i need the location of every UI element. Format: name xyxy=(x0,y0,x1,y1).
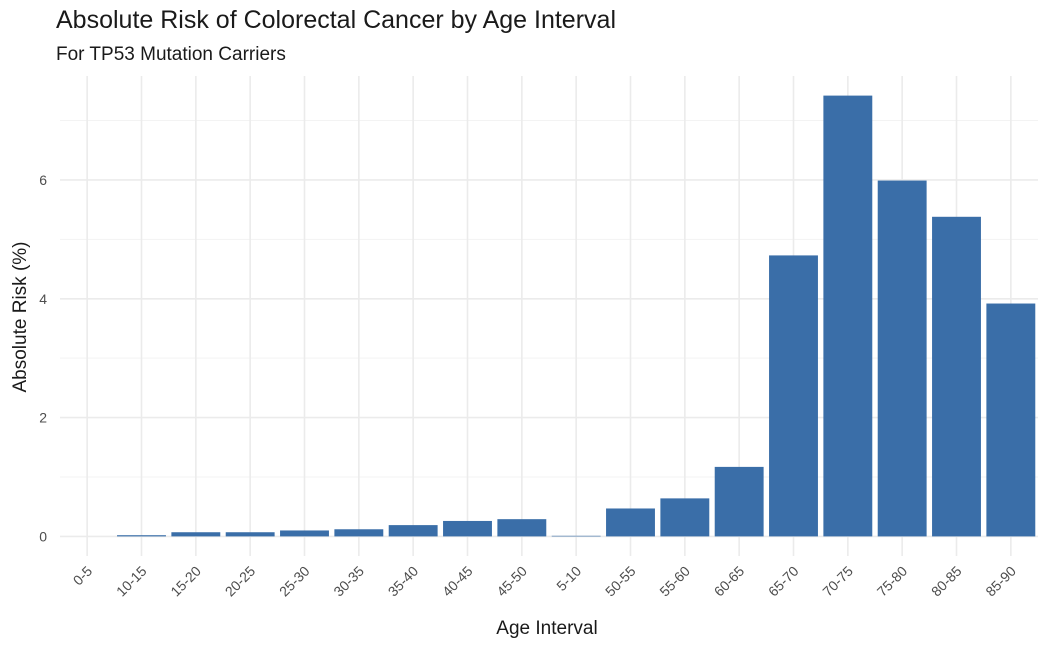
x-tick-label: 50-55 xyxy=(602,563,639,600)
x-tick-label: 35-40 xyxy=(385,563,422,600)
y-tick-label: 6 xyxy=(39,172,47,188)
bar-30-35 xyxy=(334,529,384,537)
minor-gridlines xyxy=(60,120,1038,478)
y-tick-labels: 0 2 4 6 xyxy=(39,172,47,544)
major-gridlines xyxy=(60,76,1038,556)
x-tick-label: 55-60 xyxy=(656,563,693,600)
x-tick-labels: 0-5 10-15 15-20 20-25 25-30 30-35 35-40 40-45 45… xyxy=(70,563,1019,600)
x-tick-label: 5-10 xyxy=(553,563,584,594)
bars xyxy=(117,95,1036,537)
bar-20-25 xyxy=(225,532,275,537)
bar-15-20 xyxy=(171,532,221,537)
bar-35-40 xyxy=(388,525,438,537)
x-tick-label: 30-35 xyxy=(330,563,367,600)
bar-85-90 xyxy=(986,303,1036,537)
x-tick-label: 65-70 xyxy=(765,563,802,600)
x-tick-label: 70-75 xyxy=(819,563,856,600)
x-tick-label: 80-85 xyxy=(928,563,965,600)
bar-40-45 xyxy=(443,520,492,537)
x-tick-label: 45-50 xyxy=(493,563,530,600)
x-tick-label: 60-65 xyxy=(711,563,748,600)
x-tick-label: 75-80 xyxy=(874,563,911,600)
x-tick-label: 10-15 xyxy=(113,563,150,600)
x-tick-label: 40-45 xyxy=(439,563,476,600)
chart-subtitle: For TP53 Mutation Carriers xyxy=(56,44,286,65)
bar-65-70 xyxy=(769,255,818,537)
x-tick-label: 85-90 xyxy=(982,563,1019,600)
x-axis-title: Age Interval xyxy=(496,618,597,639)
bar-50-55 xyxy=(606,508,655,537)
chart-title: Absolute Risk of Colorectal Cancer by Ag… xyxy=(56,6,616,34)
y-tick-label: 4 xyxy=(39,291,47,307)
bar-75-80 xyxy=(877,180,927,537)
bar-80-85 xyxy=(932,216,981,537)
bar-70-75 xyxy=(823,95,873,537)
bar-25-30 xyxy=(280,530,329,537)
y-tick-label: 0 xyxy=(39,528,47,544)
bar-10-15 xyxy=(117,535,166,537)
bar-55-60 xyxy=(660,498,710,537)
bar-5-10 xyxy=(551,535,601,537)
y-tick-label: 2 xyxy=(39,410,47,426)
x-tick-label: 20-25 xyxy=(222,563,259,600)
x-tick-label: 25-30 xyxy=(276,563,313,600)
bar-60-65 xyxy=(714,466,764,537)
x-tick-label: 15-20 xyxy=(167,563,204,600)
y-axis-title: Absolute Risk (%) xyxy=(10,242,31,393)
bar-45-50 xyxy=(497,519,547,537)
x-tick-label: 0-5 xyxy=(70,563,96,589)
